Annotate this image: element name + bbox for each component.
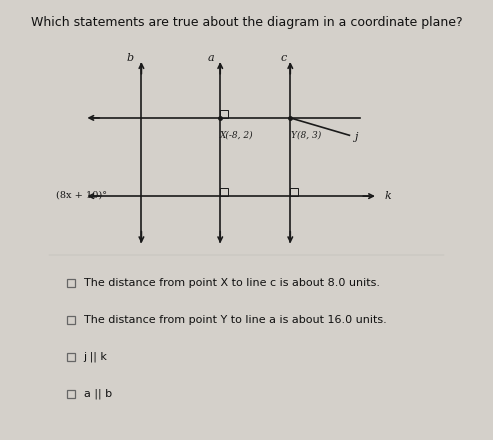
Text: X(-8, 2): X(-8, 2): [219, 131, 253, 140]
Text: k: k: [385, 191, 391, 201]
Text: c: c: [281, 53, 287, 63]
Text: j || k: j || k: [84, 352, 107, 362]
Bar: [67, 316, 75, 324]
Bar: [290, 188, 298, 196]
Text: j: j: [354, 132, 357, 143]
Text: a || b: a || b: [84, 389, 112, 399]
Text: b: b: [127, 53, 134, 63]
Text: The distance from point Y to line a is about 16.0 units.: The distance from point Y to line a is a…: [84, 315, 387, 325]
Text: (8x + 10)°: (8x + 10)°: [56, 191, 107, 199]
Text: Which statements are true about the diagram in a coordinate plane?: Which statements are true about the diag…: [31, 16, 462, 29]
Text: a: a: [208, 53, 214, 63]
Text: The distance from point X to line c is about 8.0 units.: The distance from point X to line c is a…: [84, 278, 380, 288]
Bar: [220, 110, 228, 118]
Bar: [67, 353, 75, 361]
Bar: [220, 188, 228, 196]
Text: Y(8, 3): Y(8, 3): [291, 131, 321, 140]
Bar: [67, 279, 75, 287]
Bar: [67, 390, 75, 398]
